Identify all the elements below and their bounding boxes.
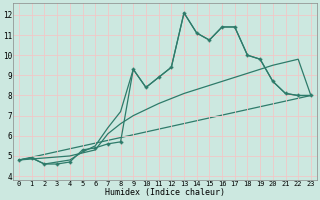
- X-axis label: Humidex (Indice chaleur): Humidex (Indice chaleur): [105, 188, 225, 197]
